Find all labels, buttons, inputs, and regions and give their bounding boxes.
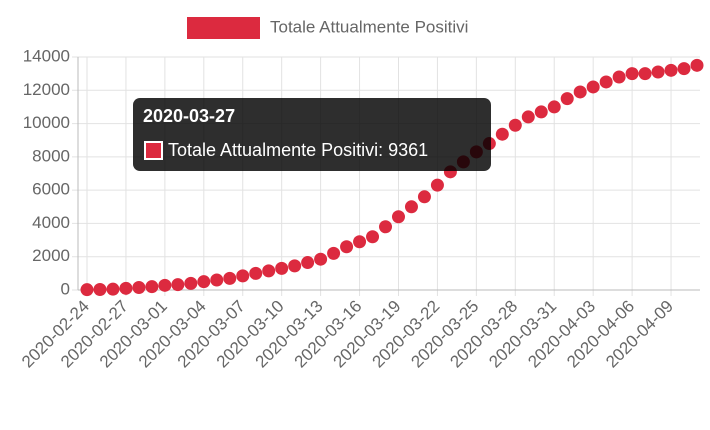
- legend-label: Totale Attualmente Positivi: [270, 17, 468, 36]
- point: [236, 269, 250, 283]
- point: [197, 275, 211, 289]
- point: [106, 282, 120, 296]
- y-tick-label: 4000: [32, 213, 70, 232]
- y-tick-label: 14000: [23, 46, 70, 65]
- point: [547, 100, 561, 114]
- point: [366, 230, 380, 244]
- point: [638, 67, 652, 81]
- point: [314, 252, 328, 266]
- point: [664, 63, 678, 77]
- tooltip: 2020-03-27 Totale Attualmente Positivi: 9…: [133, 98, 491, 171]
- point: [275, 261, 289, 275]
- point: [327, 246, 341, 260]
- point: [340, 240, 354, 254]
- tooltip-box: [133, 98, 491, 171]
- point: [262, 264, 276, 278]
- point: [521, 110, 535, 124]
- point: [404, 200, 418, 214]
- y-tick-label: 2000: [32, 246, 70, 265]
- point: [379, 220, 393, 234]
- point: [573, 85, 587, 99]
- y-tick-label: 12000: [23, 80, 70, 99]
- point: [625, 67, 639, 81]
- tooltip-swatch: [144, 141, 163, 160]
- point: [430, 178, 444, 192]
- point: [158, 278, 172, 292]
- point: [534, 105, 548, 119]
- point: [210, 273, 224, 287]
- point: [690, 58, 704, 72]
- point: [93, 283, 107, 297]
- point: [508, 118, 522, 132]
- point: [651, 65, 665, 79]
- y-tick-label: 6000: [32, 180, 70, 199]
- point: [171, 278, 185, 292]
- point: [586, 80, 600, 94]
- point: [119, 281, 133, 295]
- tooltip-text: Totale Attualmente Positivi: 9361: [168, 140, 428, 160]
- tooltip-title: 2020-03-27: [143, 106, 235, 126]
- point: [184, 276, 198, 290]
- point: [288, 259, 302, 273]
- point: [599, 75, 613, 89]
- point: [249, 266, 263, 280]
- point: [301, 256, 315, 270]
- point: [223, 271, 237, 285]
- point: [417, 190, 431, 204]
- point: [677, 62, 691, 76]
- point: [560, 92, 574, 106]
- point: [80, 283, 94, 297]
- point: [495, 127, 509, 141]
- point: [391, 210, 405, 224]
- y-tick-label: 0: [61, 279, 70, 298]
- y-tick-label: 8000: [32, 146, 70, 165]
- point: [612, 70, 626, 84]
- point: [353, 235, 367, 249]
- y-tick-label: 10000: [23, 113, 70, 132]
- point: [132, 281, 146, 295]
- point: [145, 280, 159, 294]
- legend-swatch: [187, 17, 260, 39]
